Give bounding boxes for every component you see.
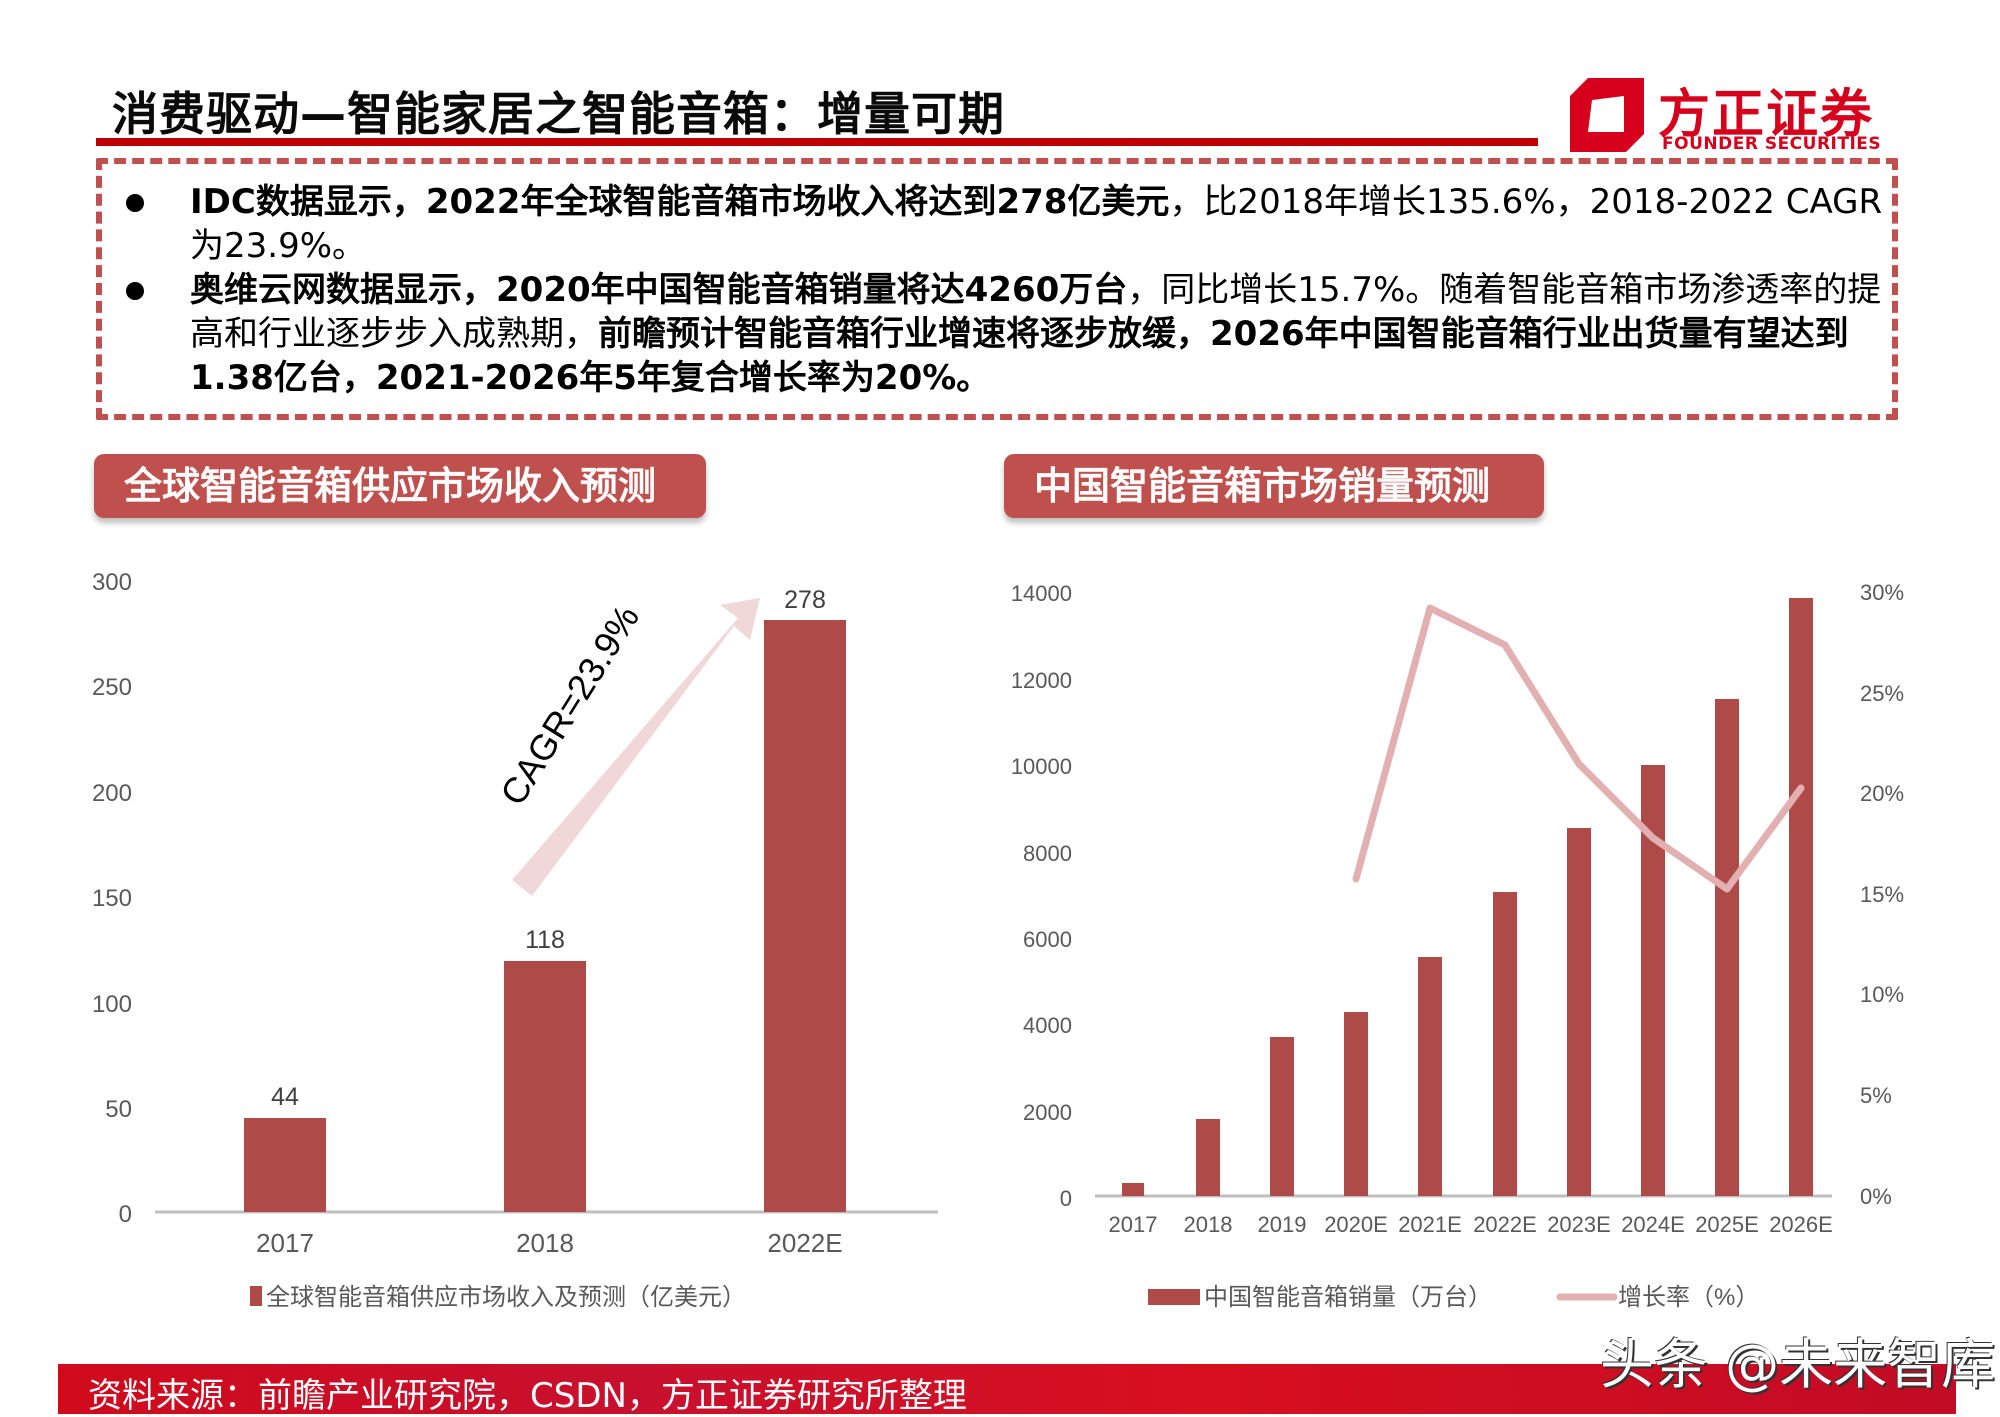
y-tick-left: 4000 [1023,1013,1072,1038]
bar-2022E [1493,892,1517,1196]
bullet-1-text: ，比2018年增长135.6%，2018-2022 CAGR为23.9%。 [190,182,1883,266]
bar-2018 [504,961,586,1212]
summary-bullet-2: 奥维云网数据显示，2020年中国智能音箱销量将达4260万台，同比增长15.7%… [126,268,1890,400]
global-revenue-chart: 300 250 200 150 100 50 0 CAGR=23.9% 44 1… [92,569,938,1311]
source-bar: 资料来源：前瞻产业研究院，CSDN，方正证券研究所整理 [58,1364,1956,1416]
logo-chinese-name: 方正证券 [1658,85,1875,145]
growth-rate-line [1352,604,1805,893]
bullet-2-bold-a: 奥维云网数据显示，2020年中国智能音箱销量将达4260万台 [190,270,1128,310]
y-tick-right: 15% [1860,882,1904,907]
title-underline [96,138,1538,146]
legend-swatch-icon [250,1286,262,1306]
page-title: 消费驱动—智能家居之智能音箱：增量可期 [112,87,1005,141]
x-tick: 2024E [1621,1212,1685,1237]
y-tick-left: 12000 [1011,668,1072,693]
bar-2025E [1715,699,1739,1196]
bar-2022E [764,620,846,1212]
data-label: 118 [525,926,565,954]
cagr-annotation: CAGR=23.9% [492,598,647,812]
bullet-1-bold: IDC数据显示，2022年全球智能音箱市场收入将达到278亿美元 [190,182,1170,222]
y-tick-right: 25% [1860,681,1904,706]
y-tick: 250 [92,674,132,701]
y-tick-left: 14000 [1011,581,1072,606]
bullet-2-text: ，同比增长15.7%。随着智能音箱市场渗透率的提高和行业逐步步入成熟期， [190,270,1882,354]
y-tick-left: 0 [1060,1186,1072,1211]
y-tick: 300 [92,569,132,596]
x-tick: 2023E [1547,1212,1611,1237]
source-text: 资料来源：前瞻产业研究院，CSDN，方正证券研究所整理 [88,1376,967,1416]
y-tick-left: 8000 [1023,841,1072,866]
y-tick-right: 10% [1860,982,1904,1007]
company-logo: 方正证券 FOUNDER SECURITIES [1570,70,1900,160]
legend-bar-label: 中国智能音箱销量（万台） [1204,1284,1492,1311]
bar-2017 [1122,1183,1144,1196]
bar-2021E [1418,957,1442,1196]
bullet-2-bold-b: 前瞻预计智能音箱行业增速将逐步放缓，2026年中国智能音箱行业出货量有望达到1.… [190,314,1849,398]
x-tick: 2022E [1473,1212,1537,1237]
x-tick: 2018 [1184,1212,1233,1237]
x-tick: 2018 [516,1228,574,1258]
x-tick: 2017 [256,1228,314,1258]
data-label: 278 [784,586,826,614]
y-tick-right: 0% [1860,1184,1892,1209]
bullet-dot-icon [126,282,144,300]
summary-box: IDC数据显示，2022年全球智能音箱市场收入将达到278亿美元，比2018年增… [96,158,1898,420]
y-tick-right: 20% [1860,781,1904,806]
y-tick-left: 6000 [1023,927,1072,952]
watermark: 头条 @未来智库 [1600,1333,1996,1396]
x-tick: 2022E [767,1228,842,1258]
cagr-arrow-icon [512,598,760,896]
bullet-dot-icon [126,194,144,212]
y-tick: 0 [119,1201,132,1228]
x-tick: 2026E [1769,1212,1833,1237]
bar-2023E [1567,828,1591,1196]
data-label: 44 [271,1083,299,1111]
y-tick-left: 2000 [1023,1100,1072,1125]
y-tick: 150 [92,885,132,912]
x-tick: 2020E [1324,1212,1388,1237]
legend-label: 全球智能音箱供应市场收入及预测（亿美元） [266,1284,746,1311]
section-tag-china-sales: 中国智能音箱市场销量预测 [1004,454,1544,518]
y-tick-right: 5% [1860,1083,1892,1108]
bar-2018 [1196,1119,1220,1196]
legend-line-label: 增长率（%） [1618,1284,1759,1311]
x-tick: 2025E [1695,1212,1759,1237]
china-sales-chart: 14000 12000 10000 8000 6000 4000 2000 0 … [1011,580,1904,1311]
y-tick: 50 [105,1096,132,1123]
section-tag-global-revenue: 全球智能音箱供应市场收入预测 [94,454,706,518]
y-tick-left: 10000 [1011,754,1072,779]
y-tick: 200 [92,780,132,807]
x-tick: 2017 [1109,1212,1158,1237]
bar-2017 [244,1118,326,1212]
bar-2019 [1270,1037,1294,1196]
bar-2026E [1789,598,1813,1196]
y-tick: 100 [92,991,132,1018]
founder-logo-icon [1570,78,1644,152]
left-y-axis: 300 250 200 150 100 50 0 [92,569,132,1228]
logo-english-name: FOUNDER SECURITIES [1662,134,1882,154]
y-tick-right: 30% [1860,580,1904,605]
legend-bar-swatch-icon [1148,1289,1200,1305]
summary-bullet-1: IDC数据显示，2022年全球智能音箱市场收入将达到278亿美元，比2018年增… [126,180,1890,268]
x-tick: 2021E [1398,1212,1462,1237]
x-tick: 2019 [1258,1212,1307,1237]
bar-2020E [1344,1012,1368,1196]
